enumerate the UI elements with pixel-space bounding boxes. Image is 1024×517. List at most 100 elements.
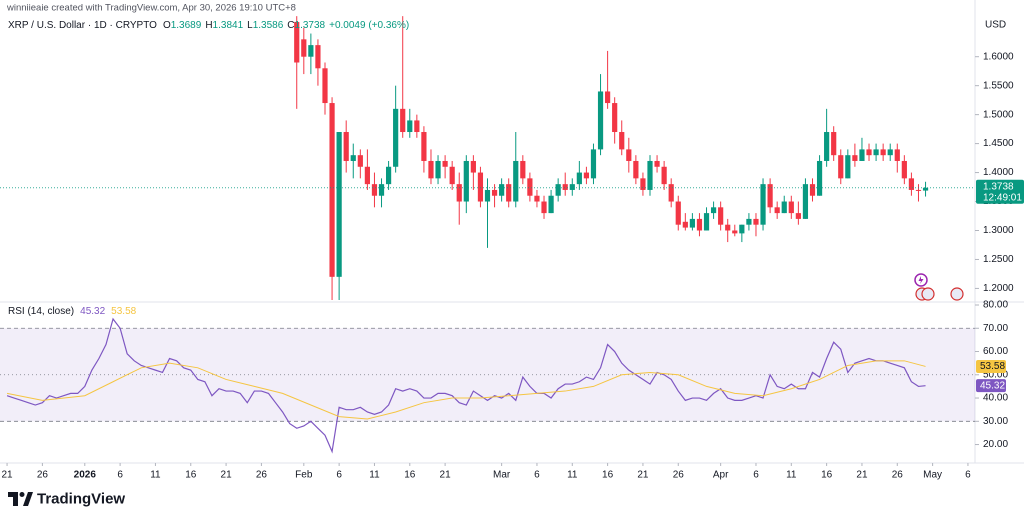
event-icon-bolt	[918, 276, 924, 284]
candle-body	[682, 221, 688, 228]
x-tick-label: 6	[965, 470, 971, 481]
candle-body	[329, 103, 335, 277]
candle-body	[442, 160, 448, 167]
candle-body	[732, 230, 738, 234]
candle-body	[696, 218, 703, 231]
candle-body	[378, 184, 385, 196]
symbol-title: XRP / U.S. Dollar · 1D · CRYPTO	[8, 20, 157, 31]
candle-body	[809, 184, 816, 196]
candle-body	[859, 149, 865, 161]
candle-body	[294, 21, 300, 63]
candle-body	[703, 213, 710, 231]
change-value: +0.0049 (+0.36%)	[329, 20, 409, 31]
candle-body	[456, 184, 462, 202]
candle-body	[845, 155, 851, 179]
x-tick-label: 16	[404, 470, 416, 481]
currency-label: USD	[985, 20, 1006, 31]
candle-body	[477, 172, 484, 202]
rsi-pane	[0, 317, 975, 454]
x-tick-label: 6	[534, 470, 540, 481]
candle-body	[612, 103, 618, 133]
event-icons	[914, 273, 964, 301]
candle-body	[308, 45, 314, 57]
candle-body	[781, 201, 787, 214]
credit: winniieaie created with TradingView.com,…	[6, 3, 296, 14]
candle-body	[463, 160, 469, 202]
x-tick-label: 21	[637, 470, 649, 481]
candle-body	[852, 155, 858, 161]
x-tick-label: May	[923, 470, 942, 481]
indicator-title: RSI (14, close)	[8, 306, 74, 317]
x-tick-label: 6	[753, 470, 759, 481]
candle-body	[322, 68, 328, 104]
candle-body	[357, 155, 363, 167]
candle-body	[647, 160, 653, 190]
x-tick-label: 11	[567, 470, 578, 481]
candle-body	[555, 184, 561, 196]
candle-body	[527, 178, 533, 196]
x-tick-label: 16	[185, 470, 197, 481]
y-tick-label: 30.00	[983, 416, 1008, 427]
candle-body	[336, 132, 342, 277]
y-tick-label: 60.00	[983, 346, 1008, 357]
candle-body	[470, 160, 476, 173]
ohlc-key: O	[163, 20, 171, 31]
event-flag	[921, 287, 935, 301]
x-tick-label: 2026	[74, 470, 97, 481]
logo-mark	[8, 492, 18, 506]
candle-body	[626, 149, 632, 161]
candle-body	[619, 132, 625, 150]
candle-body	[654, 160, 660, 167]
candle-body	[795, 213, 801, 219]
last-price-box	[976, 179, 1024, 204]
candle-body	[583, 172, 590, 179]
candle-body	[562, 184, 568, 190]
candle-body	[908, 178, 915, 190]
candle-body	[922, 187, 929, 191]
candle-body	[407, 120, 413, 133]
countdown-label: 12:49:01	[983, 192, 1022, 203]
y-tick-label: 40.00	[983, 393, 1008, 404]
y-tick-label: 1.5000	[983, 109, 1014, 120]
y-tick-label: 1.4000	[983, 167, 1014, 178]
candle-body	[894, 149, 900, 161]
candle-body	[484, 189, 491, 202]
y-tick-label: 1.4500	[983, 138, 1014, 149]
x-tick-label: 21	[856, 470, 868, 481]
ohlc-key: C	[287, 20, 294, 31]
ohlc-key: L	[247, 20, 253, 31]
candle-body	[887, 149, 893, 156]
candle-body	[640, 178, 646, 190]
x-tick-label: 11	[150, 470, 161, 481]
candle-body	[767, 184, 773, 208]
x-tick-label: 16	[821, 470, 833, 481]
x-tick-label: 21	[440, 470, 452, 481]
candle-body	[548, 195, 554, 214]
candle-body	[597, 91, 604, 150]
x-tick-label: Feb	[295, 470, 313, 481]
candle-body	[421, 132, 427, 161]
x-tick-label: 26	[256, 470, 268, 481]
indicator-value-box	[976, 379, 1006, 393]
y-tick-label: 1.2000	[983, 283, 1014, 294]
candle-body	[675, 201, 681, 225]
ohlc-key: H	[205, 20, 212, 31]
candle-body	[915, 189, 922, 191]
x-tick-label: 6	[336, 470, 342, 481]
candle-body	[838, 155, 844, 179]
candle-body	[788, 201, 794, 214]
candle-body	[541, 201, 547, 214]
candle-body	[590, 149, 597, 179]
candle-body	[816, 160, 823, 196]
indicator-line	[6, 317, 926, 454]
candle-body	[350, 155, 356, 161]
ohlc-value: 1.3586	[253, 20, 284, 31]
logo-mark	[23, 492, 33, 506]
candle-body	[385, 166, 392, 185]
x-tick-label: Apr	[713, 470, 729, 481]
candle-body	[301, 39, 307, 57]
x-tick-label: 26	[37, 470, 49, 481]
